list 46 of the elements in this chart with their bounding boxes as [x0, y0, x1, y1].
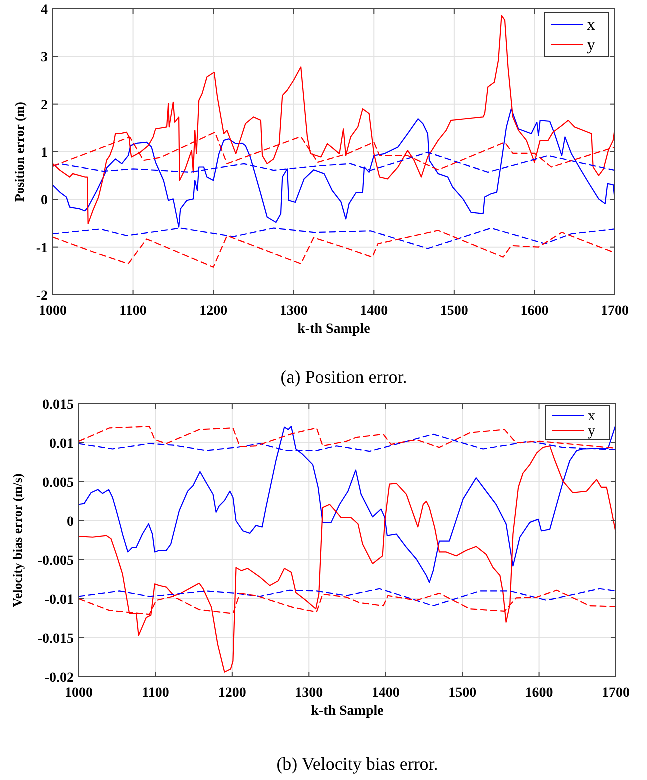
x-tick-label: 1100 [142, 686, 170, 701]
y-tick-label: 0 [67, 515, 74, 530]
x-tick-label: 1000 [65, 686, 93, 701]
y-tick-label: 0.005 [42, 476, 74, 491]
x-tick-label: 1300 [280, 304, 308, 319]
y-tick-label: 1 [41, 146, 48, 161]
x-tick-label: 1700 [601, 304, 629, 319]
x-tick-label: 1200 [200, 304, 228, 319]
x-tick-label: 1100 [120, 304, 147, 319]
y-tick-label: -2 [36, 289, 48, 304]
text: (b) Velocity bias error. [276, 754, 438, 774]
y-tick-label: -0.01 [44, 593, 74, 608]
line-series [78, 424, 617, 584]
line-series [78, 588, 617, 607]
y-tick-label: 2 [41, 98, 48, 114]
x-axis-title: k-th Sample [298, 322, 370, 337]
line-series [52, 228, 616, 250]
y-tick-label: 0.01 [50, 437, 74, 452]
x-tick-label: 1400 [372, 686, 400, 701]
y-axis-title: Velocity bias error (m/s) [10, 474, 25, 608]
line-series [78, 446, 617, 673]
x-tick-label: 1600 [520, 304, 549, 319]
x-tick-label: 1500 [448, 686, 477, 701]
legend-label: y [587, 35, 596, 54]
x-tick-label: 1700 [602, 686, 630, 701]
legend-label: x [588, 408, 596, 424]
x-tick-label: 1400 [360, 304, 388, 319]
legend-label: x [587, 15, 596, 34]
y-tick-label: -0.02 [44, 671, 74, 686]
y-tick-label: 0.015 [42, 398, 74, 413]
y-tick-label: 3 [41, 50, 48, 66]
x-tick-label: 1600 [525, 686, 554, 701]
legend-label: y [588, 424, 596, 440]
x-tick-label: 1200 [218, 686, 246, 701]
y-tick-label: 4 [41, 3, 48, 18]
x-tick-label: 1500 [440, 304, 468, 319]
x-axis-title: k-th Sample [311, 704, 384, 719]
text: (a) Position error. [280, 367, 408, 387]
y-tick-label: 0 [41, 194, 48, 209]
y-tick-label: -1 [36, 241, 48, 256]
y-axis-title: Position error (m) [12, 102, 27, 202]
x-tick-label: 1000 [39, 304, 67, 319]
y-tick-label: -0.005 [38, 554, 74, 569]
line-series [52, 108, 616, 228]
y-tick-label: -0.015 [38, 632, 74, 647]
x-tick-label: 1300 [295, 686, 324, 701]
